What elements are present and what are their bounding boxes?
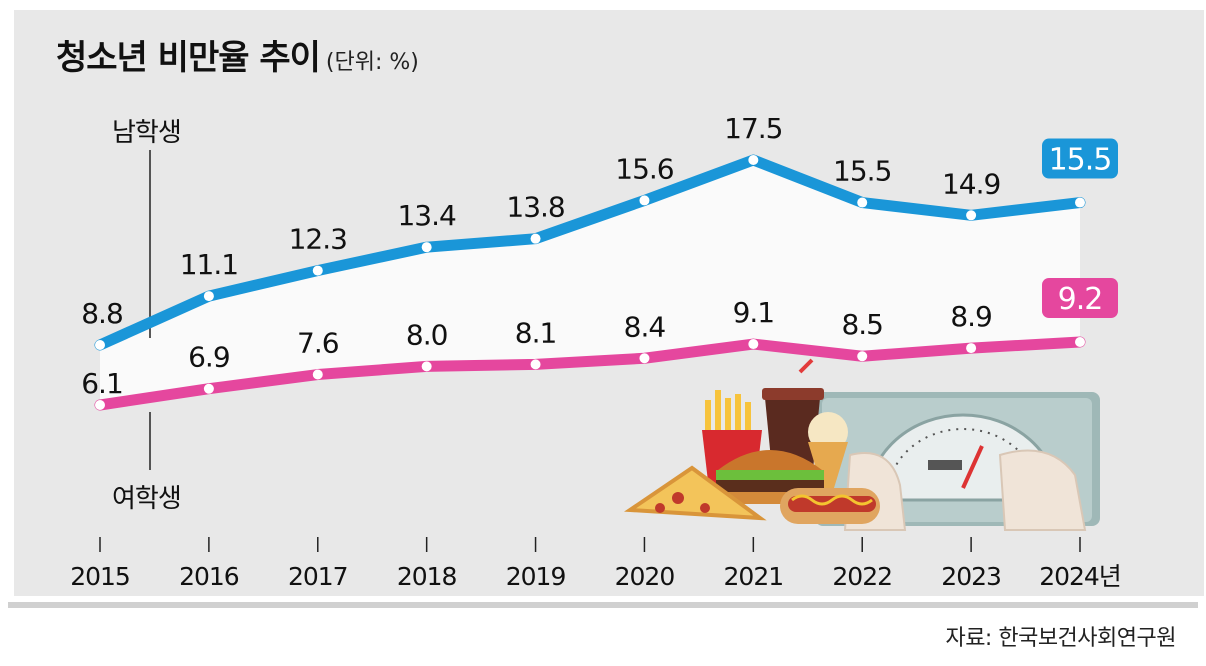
female-series-line [94, 336, 1086, 411]
male-point [530, 233, 541, 244]
male-highlight-badge [1042, 138, 1118, 179]
female-data-label: 7.6 [297, 327, 339, 360]
unit-label: (단위: %) [325, 50, 419, 75]
female-highlight-badge [1042, 278, 1118, 318]
male-data-label: 15.6 [615, 152, 674, 185]
male-point [857, 197, 868, 208]
male-point [203, 291, 214, 302]
x-tick-label: 2017 [288, 562, 348, 591]
female-point [95, 400, 105, 410]
male-data-label: 13.8 [506, 191, 564, 224]
x-tick-label: 2024년 [1039, 562, 1121, 591]
fast-food-and-scale-icon [624, 358, 1100, 531]
male-point [421, 242, 432, 253]
x-tick-label: 2019 [506, 562, 566, 591]
x-tick-label: 2020 [615, 562, 675, 591]
x-tick-label: 2023 [941, 562, 1001, 591]
source-note: 자료: 한국보건사회연구원 [945, 626, 1176, 651]
female-data-label: 8.0 [406, 318, 448, 351]
female-point [966, 343, 977, 354]
female-point [421, 361, 432, 372]
female-data-label: 9.2 [1058, 282, 1103, 317]
male-point [1075, 197, 1085, 208]
male-data-label: 17.5 [724, 112, 782, 145]
female-data-label: 6.9 [188, 341, 230, 374]
male-data-label: 12.3 [289, 223, 347, 256]
chart-title: 청소년 비만율 추이 [56, 38, 321, 78]
male-point [639, 195, 650, 206]
female-point [1075, 337, 1085, 347]
x-tick-label: 2015 [70, 562, 130, 591]
panel-shadow [8, 602, 1198, 608]
male-point [312, 265, 323, 276]
female-data-label: 8.5 [841, 308, 883, 341]
male-data-label: 13.4 [397, 199, 456, 232]
series-band [100, 160, 1080, 405]
legend-female: 여학생 [112, 484, 182, 514]
female-point [530, 359, 541, 370]
female-point [748, 339, 759, 350]
x-tick-label: 2022 [832, 562, 892, 591]
male-point [95, 340, 105, 350]
female-point [203, 383, 214, 394]
x-tick-label: 2018 [397, 562, 457, 591]
female-point [312, 369, 323, 380]
legend-male: 남학생 [112, 118, 182, 148]
male-data-label: 15.5 [833, 155, 891, 188]
male-data-label: 14.9 [942, 167, 1000, 200]
male-point [966, 210, 977, 221]
female-data-label: 8.1 [515, 316, 557, 349]
male-point [748, 155, 759, 165]
female-data-label: 8.9 [950, 300, 992, 333]
male-data-label: 15.5 [1049, 143, 1112, 178]
female-point [639, 353, 650, 364]
female-data-label: 9.1 [733, 296, 775, 329]
male-series-line [94, 154, 1086, 351]
male-data-label: 11.1 [180, 248, 238, 281]
female-data-label: 8.4 [624, 310, 666, 343]
male-data-label: 8.8 [81, 297, 123, 330]
female-point [857, 351, 868, 362]
x-tick-label: 2016 [179, 562, 239, 591]
female-data-label: 6.1 [81, 367, 123, 400]
chart-title-row: 청소년 비만율 추이 (단위: %) [56, 30, 419, 79]
x-tick-label: 2021 [724, 562, 784, 591]
